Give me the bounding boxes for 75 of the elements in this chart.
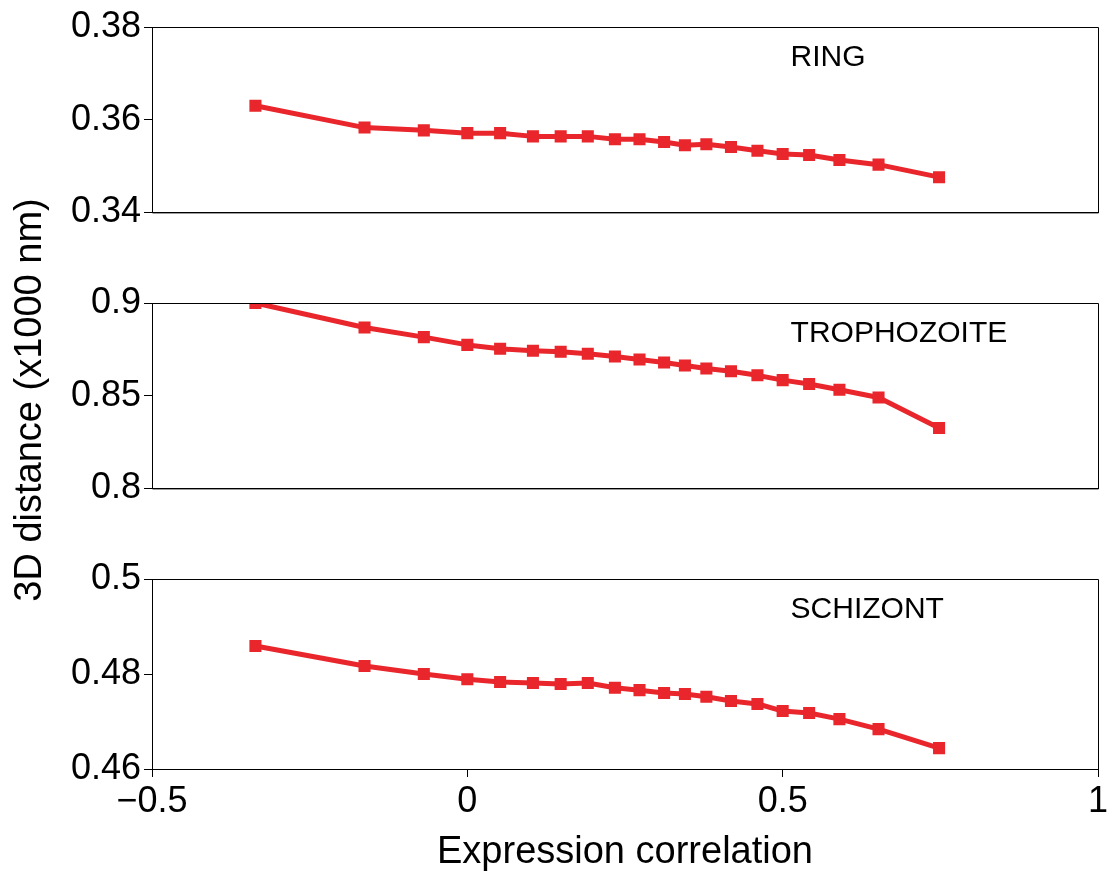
point <box>803 377 816 391</box>
point <box>933 421 946 434</box>
point <box>417 667 430 681</box>
point <box>526 676 539 690</box>
point <box>494 127 507 140</box>
point <box>678 687 691 700</box>
y-axis-title: 3D distance (x1000 nm) <box>6 198 50 602</box>
point <box>633 133 646 146</box>
point <box>526 130 539 143</box>
point <box>833 153 846 167</box>
point <box>494 342 507 355</box>
point <box>608 133 621 146</box>
point <box>872 391 885 404</box>
y-tick-label: 0.36 <box>70 96 141 138</box>
point <box>872 158 885 171</box>
point <box>358 321 371 334</box>
y-tick-label: 0.38 <box>70 3 141 45</box>
point <box>700 138 713 151</box>
point <box>554 677 567 691</box>
point <box>776 147 789 161</box>
point <box>417 124 430 137</box>
point <box>581 347 594 360</box>
annotation: SCHIZONT <box>790 591 944 625</box>
point <box>554 130 567 143</box>
y-tick-label: 0.34 <box>70 189 141 231</box>
point <box>803 148 816 161</box>
y-tick-label: 0.5 <box>90 555 141 597</box>
point <box>581 676 594 690</box>
point <box>678 139 691 152</box>
y-tick-label: 0.8 <box>90 465 141 507</box>
x-axis-title: Expression correlation <box>437 828 813 871</box>
point <box>724 141 737 154</box>
point <box>658 356 671 369</box>
point <box>461 338 474 351</box>
point <box>526 344 539 357</box>
point <box>751 144 764 157</box>
point <box>933 742 946 755</box>
point <box>803 706 816 719</box>
point <box>700 690 713 703</box>
point <box>751 697 764 710</box>
point <box>833 713 846 726</box>
point <box>461 127 474 140</box>
point <box>776 374 789 387</box>
x-tick-label: 1 <box>1087 778 1109 820</box>
y-tick-label: 0.9 <box>90 279 141 321</box>
point <box>678 359 691 372</box>
point <box>461 673 474 686</box>
point <box>249 639 262 653</box>
point <box>358 121 371 134</box>
point <box>554 345 567 358</box>
point <box>608 350 621 363</box>
annotation: TROPHOZOITE <box>790 315 1008 349</box>
point <box>700 362 713 375</box>
point <box>933 171 946 184</box>
annotation: RING <box>790 39 866 73</box>
point <box>633 684 646 697</box>
point <box>833 383 846 396</box>
point <box>608 681 621 694</box>
point <box>724 365 737 378</box>
point <box>872 723 885 736</box>
point <box>494 676 507 689</box>
y-tick-label: 0.48 <box>70 650 141 692</box>
point <box>358 659 371 672</box>
point <box>724 695 737 708</box>
point <box>249 99 262 112</box>
point <box>581 130 594 143</box>
x-tick-label: 0.5 <box>757 778 808 820</box>
point <box>751 369 764 382</box>
point <box>633 353 646 366</box>
point <box>658 686 671 700</box>
point <box>776 705 789 718</box>
point <box>417 331 430 344</box>
point <box>658 135 671 148</box>
y-tick-label: 0.85 <box>70 372 141 414</box>
x-tick-label: 0 <box>457 778 478 820</box>
